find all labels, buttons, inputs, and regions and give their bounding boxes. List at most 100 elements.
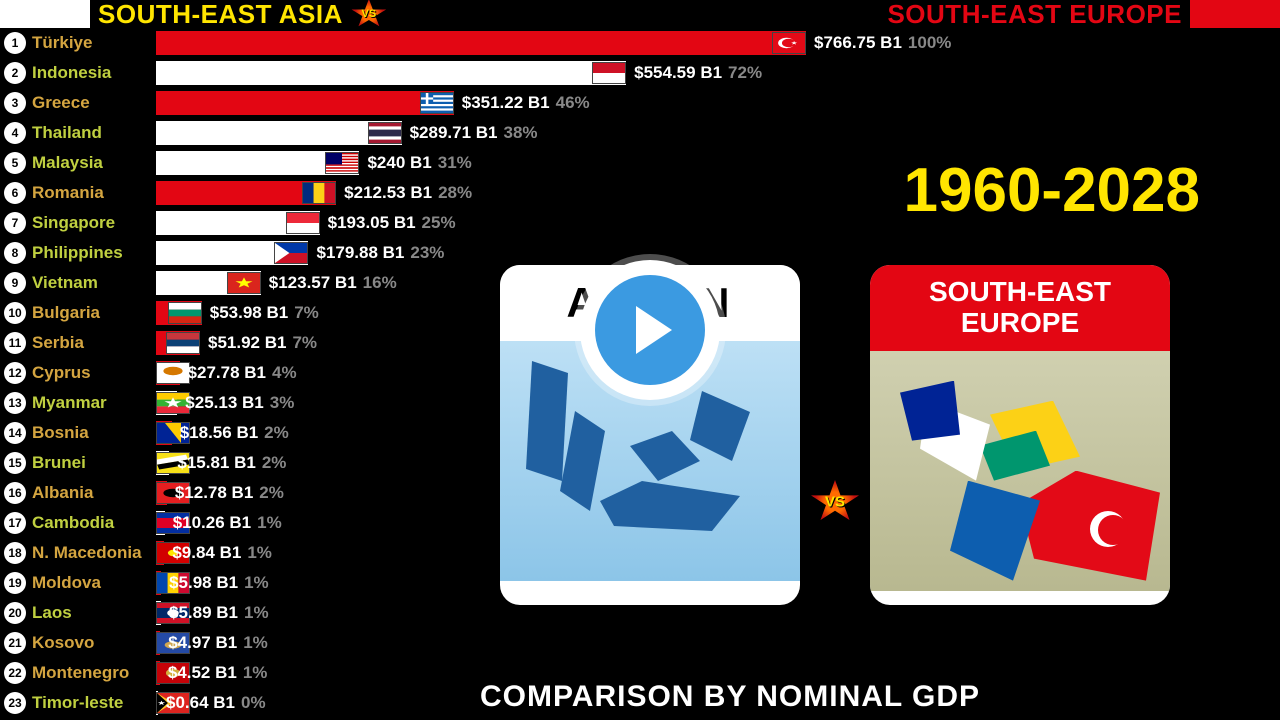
flag-icon [302,182,336,204]
country-name: Malaysia [26,153,156,173]
see-map [870,351,1170,591]
chart-row: 5 Malaysia $240 B131% [0,148,840,178]
value-label: $5.89 B11% [169,601,269,625]
chart-row: 1 Türkiye $766.75 B1100% [0,28,840,58]
value-label: $554.59 B172% [634,61,762,85]
country-name: Myanmar [26,393,156,413]
value-label: $10.26 B11% [173,511,282,535]
see-card: SOUTH-EAST EUROPE [870,265,1170,605]
bar-wrap: $554.59 B172% [156,61,840,85]
header-accent-white [0,0,90,28]
value-label: $27.78 B14% [188,361,297,385]
value-label: $240 B131% [367,151,471,175]
chart-row: 6 Romania $212.53 B128% [0,178,840,208]
chart-row: 7 Singapore $193.05 B125% [0,208,840,238]
rank-badge: 9 [4,272,26,294]
header-title-asia: SOUTH-EAST ASIA [98,0,343,30]
rank-badge: 17 [4,512,26,534]
value-label: $179.88 B123% [316,241,444,265]
country-name: Cyprus [26,363,156,383]
value-label: $12.78 B12% [175,481,284,505]
chart-row: 21 Kosovo $4.97 B11% [0,628,840,658]
value-label: $766.75 B1100% [814,31,951,55]
rank-badge: 23 [4,692,26,714]
play-icon [595,275,705,385]
country-name: Moldova [26,573,156,593]
country-name: N. Macedonia [26,543,156,563]
value-label: $4.97 B11% [168,631,268,655]
chart-row: 4 Thailand $289.71 B138% [0,118,840,148]
chart-row: 8 Philippines $179.88 B123% [0,238,840,268]
value-label: $123.57 B116% [269,271,397,295]
value-label: $351.22 B146% [462,91,590,115]
country-name: Cambodia [26,513,156,533]
country-name: Montenegro [26,663,156,683]
value-label: $4.52 B11% [168,661,268,685]
country-name: Singapore [26,213,156,233]
rank-badge: 16 [4,482,26,504]
rank-badge: 13 [4,392,26,414]
year-range: 1960-2028 [904,155,1201,226]
value-label: $53.98 B17% [210,301,319,325]
flag-icon [420,92,454,114]
country-name: Thailand [26,123,156,143]
chart-row: 2 Indonesia $554.59 B172% [0,58,840,88]
country-name: Albania [26,483,156,503]
value-label: $51.92 B17% [208,331,317,355]
header-title-europe: SOUTH-EAST EUROPE [887,0,1182,30]
flag-icon [286,212,320,234]
country-name: Laos [26,603,156,623]
rank-badge: 5 [4,152,26,174]
value-label: $5.98 B11% [169,571,269,595]
rank-badge: 1 [4,32,26,54]
rank-badge: 21 [4,632,26,654]
rank-badge: 4 [4,122,26,144]
country-name: Bosnia [26,423,156,443]
header: SOUTH-EAST ASIA VS SOUTH-EAST EUROPE [0,0,1280,28]
country-name: Kosovo [26,633,156,653]
country-name: Indonesia [26,63,156,83]
bar-wrap: $289.71 B138% [156,121,840,145]
rank-badge: 15 [4,452,26,474]
flag-icon [325,152,359,174]
country-name: Brunei [26,453,156,473]
vs-badge-icon: VS [351,0,387,29]
country-name: Philippines [26,243,156,263]
rank-badge: 14 [4,422,26,444]
bar-wrap: $212.53 B128% [156,181,840,205]
flag-icon [772,32,806,54]
bar-wrap: $351.22 B146% [156,91,840,115]
value-label: $18.56 B12% [180,421,289,445]
footer-title: COMPARISON BY NOMINAL GDP [480,680,980,714]
play-button[interactable] [580,260,720,400]
bar [156,61,626,85]
value-label: $289.71 B138% [410,121,538,145]
flag-icon [368,122,402,144]
rank-badge: 3 [4,92,26,114]
rank-badge: 19 [4,572,26,594]
bar-wrap: $193.05 B125% [156,211,840,235]
rank-badge: 8 [4,242,26,264]
country-name: Bulgaria [26,303,156,323]
rank-badge: 6 [4,182,26,204]
rank-badge: 20 [4,602,26,624]
flag-icon [592,62,626,84]
bar-wrap: $179.88 B123% [156,241,840,265]
flag-icon [168,302,202,324]
value-label: $9.84 B11% [172,541,272,565]
header-accent-red [1190,0,1280,28]
country-name: Greece [26,93,156,113]
country-name: Türkiye [26,33,156,53]
rank-badge: 7 [4,212,26,234]
rank-badge: 12 [4,362,26,384]
country-name: Timor-leste [26,693,156,713]
vs-badge-icon-2: VS [810,480,860,524]
rank-badge: 22 [4,662,26,684]
bar [156,121,402,145]
bar-wrap: $4.97 B11% [156,631,840,655]
value-label: $25.13 B13% [185,391,294,415]
bar-wrap: $240 B131% [156,151,840,175]
chart-row: 3 Greece $351.22 B146% [0,88,840,118]
bar-wrap: $766.75 B1100% [156,31,840,55]
flag-icon [166,332,200,354]
